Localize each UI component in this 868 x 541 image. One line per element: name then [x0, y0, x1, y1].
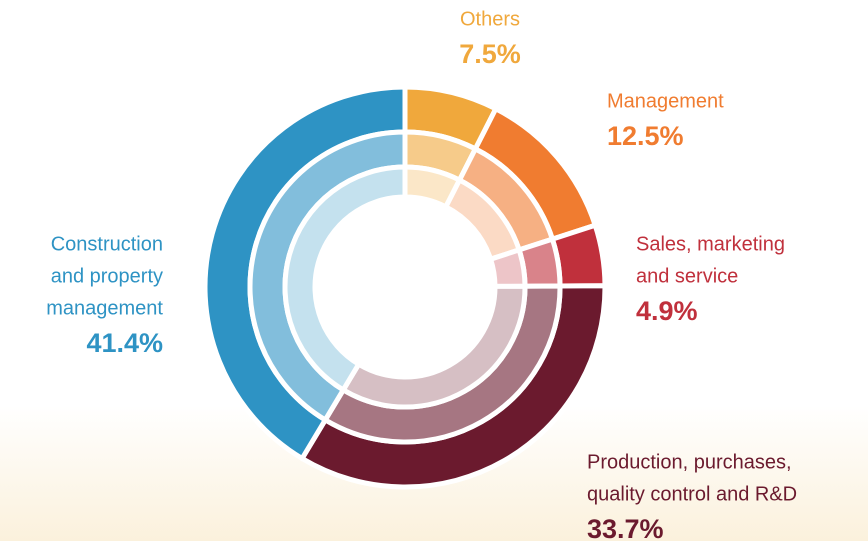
segment-label: Others	[460, 8, 520, 30]
segment-label: Management	[607, 90, 724, 112]
segment-label: Sales, marketing	[636, 233, 785, 255]
segment-label: and service	[636, 265, 738, 287]
value-label: 7.5%	[459, 39, 521, 69]
value-label: 33.7%	[587, 514, 664, 541]
value-label: 41.4%	[86, 328, 163, 358]
segment-label: management	[46, 297, 163, 319]
donut-segment	[491, 250, 525, 287]
segment-label: quality control and R&D	[587, 483, 797, 505]
value-label: 4.9%	[636, 296, 698, 326]
segment-label: and property	[51, 265, 163, 287]
value-label: 12.5%	[607, 121, 684, 151]
segment-label: Construction	[51, 233, 163, 255]
chart: Others 7.5% Management 12.5% Sales, marketin…	[0, 0, 868, 541]
segment-label: Production, purchases,	[587, 451, 792, 473]
